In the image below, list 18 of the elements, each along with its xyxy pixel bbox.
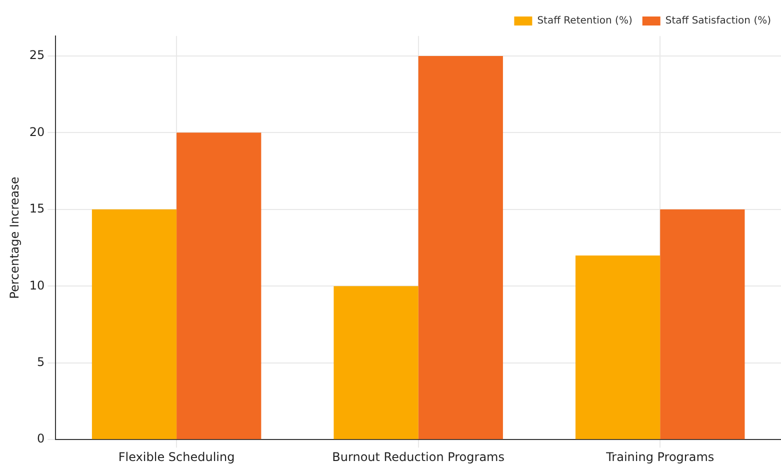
x-tick-label: Flexible Scheduling <box>118 450 235 464</box>
y-tick-label: 10 <box>29 278 45 292</box>
x-tick-label: Training Programs <box>605 450 714 464</box>
y-axis-title: Percentage Increase <box>7 176 22 299</box>
bar <box>660 209 745 440</box>
x-tick-label: Burnout Reduction Programs <box>332 450 504 464</box>
y-tick-label: 5 <box>37 354 45 369</box>
bar <box>92 209 177 440</box>
y-tick-label: 20 <box>29 124 45 139</box>
y-tick-label: 15 <box>29 202 45 216</box>
bar <box>176 132 262 440</box>
bar <box>418 56 503 440</box>
bar <box>334 286 418 440</box>
legend-label: Staff Retention (%) <box>537 16 632 27</box>
y-tick-label: 0 <box>37 432 45 446</box>
bar <box>575 255 660 440</box>
y-tick-label: 25 <box>29 48 45 62</box>
legend-label: Staff Satisfaction (%) <box>665 16 772 27</box>
